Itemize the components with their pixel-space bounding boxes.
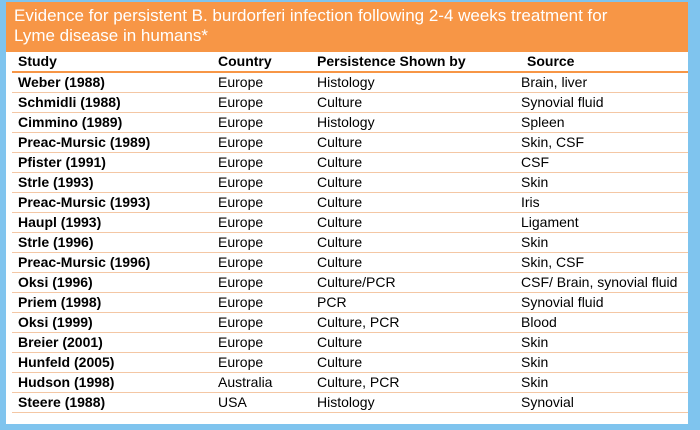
title: Evidence for persistent B. burdorferi in… <box>14 6 608 45</box>
table-cell: Culture <box>311 252 515 273</box>
table-cell: Spleen <box>515 112 688 133</box>
table-cell: Preac-Mursic (1996) <box>12 252 212 273</box>
table-row: Cimmino (1989) Europe Histology Spleen <box>12 112 688 133</box>
table-row: Pfister (1991) Europe Culture CSF <box>12 152 688 173</box>
table-cell: Europe <box>212 192 311 213</box>
table-cell: Cimmino (1989) <box>12 112 212 133</box>
table-row: Schmidli (1988) Europe Culture Synovial flu… <box>12 92 688 113</box>
table-cell: Europe <box>212 272 311 293</box>
table-cell: Skin <box>515 372 688 393</box>
table-cell: Europe <box>212 292 311 313</box>
table-cell: Hudson (1998) <box>12 372 212 393</box>
column-header: Country <box>212 52 311 73</box>
table-cell: Haupl (1993) <box>12 212 212 233</box>
table-cell: Skin, CSF <box>515 132 688 153</box>
table-cell: Skin <box>515 352 688 373</box>
table-cell: Culture <box>311 332 515 353</box>
table-cell: Histology <box>311 112 515 133</box>
table-cell: Culture <box>311 152 515 173</box>
title-bar: Evidence for persistent B. burdorferi in… <box>6 2 688 52</box>
table-row: Strle (1993) Europe Culture Skin <box>12 172 688 193</box>
column-header: Persistence Shown by <box>311 52 515 73</box>
table-cell: Europe <box>212 92 311 113</box>
table-cell: Steere (1988) <box>12 392 212 413</box>
table-cell: Iris <box>515 192 688 213</box>
table-cell: Histology <box>311 72 515 93</box>
table-row: Hudson (1998) Australia Culture, PCR Skin <box>12 372 688 393</box>
table-cell: Hunfeld (2005) <box>12 352 212 373</box>
table-row: Breier (2001) Europe Culture Skin <box>12 332 688 353</box>
table-cell: Weber (1988) <box>12 72 212 93</box>
table-cell: Culture/PCR <box>311 272 515 293</box>
table-cell: Culture, PCR <box>311 312 515 333</box>
table-cell: Europe <box>212 132 311 153</box>
table-row: Preac-Mursic (1993) Europe Culture Iris <box>12 192 688 213</box>
table-row: Hunfeld (2005) Europe Culture Skin <box>12 352 688 373</box>
table-cell: Europe <box>212 352 311 373</box>
table-cell: Preac-Mursic (1993) <box>12 192 212 213</box>
column-header: Source <box>515 52 688 73</box>
table-cell: Europe <box>212 72 311 93</box>
table-cell: Australia <box>212 372 311 393</box>
table-cell: Schmidli (1988) <box>12 92 212 113</box>
table-cell: Strle (1993) <box>12 172 212 193</box>
table-cell: Culture <box>311 232 515 253</box>
table-row: Preac-Mursic (1996) Europe Culture Skin, CS… <box>12 252 688 273</box>
slide-panel: Evidence for persistent B. burdorferi in… <box>6 2 688 424</box>
table-row: Oksi (1999) Europe Culture, PCR Blood <box>12 312 688 333</box>
table-cell: PCR <box>311 292 515 313</box>
table-cell: Oksi (1996) <box>12 272 212 293</box>
column-header: Study <box>12 52 212 73</box>
table-cell: CSF/ Brain, synovial fluid <box>515 272 688 293</box>
table-cell: Europe <box>212 232 311 253</box>
table-cell: Histology <box>311 392 515 413</box>
table-cell: Pfister (1991) <box>12 152 212 173</box>
table-cell: Synovial <box>515 392 688 413</box>
table-cell: Ligament <box>515 212 688 233</box>
table-head: Study Country Persistence Shown by Source <box>12 52 688 73</box>
table-cell: Synovial fluid <box>515 292 688 313</box>
table-cell: Skin <box>515 172 688 193</box>
table-cell: Europe <box>212 152 311 173</box>
table-row: Priem (1998) Europe PCR Synovial fluid <box>12 292 688 313</box>
table-row: Haupl (1993) Europe Culture Ligament <box>12 212 688 233</box>
table-cell: Culture <box>311 132 515 153</box>
table-cell: Brain, liver <box>515 72 688 93</box>
table-cell: Culture, PCR <box>311 372 515 393</box>
table-cell: USA <box>212 392 311 413</box>
table-cell: Blood <box>515 312 688 333</box>
table-row: Strle (1996) Europe Culture Skin <box>12 232 688 253</box>
table-cell: Europe <box>212 212 311 233</box>
table-body: Weber (1988) Europe Histology Brain, liver S… <box>12 72 688 413</box>
table-cell: Culture <box>311 212 515 233</box>
table-cell: Preac-Mursic (1989) <box>12 132 212 153</box>
table-cell: Culture <box>311 92 515 113</box>
table-cell: Culture <box>311 172 515 193</box>
table-cell: Skin <box>515 232 688 253</box>
table-cell: Europe <box>212 112 311 133</box>
table-cell: Strle (1996) <box>12 232 212 253</box>
table-row: Steere (1988) USA Histology Synovial <box>12 392 688 413</box>
table-cell: Priem (1998) <box>12 292 212 313</box>
table-cell: Europe <box>212 332 311 353</box>
evidence-table: Study Country Persistence Shown by Source W… <box>12 52 688 413</box>
table-cell: Europe <box>212 252 311 273</box>
table-cell: CSF <box>515 152 688 173</box>
table-cell: Skin <box>515 332 688 353</box>
table-row: Weber (1988) Europe Histology Brain, liver <box>12 72 688 93</box>
table-cell: Culture <box>311 352 515 373</box>
table-row: Oksi (1996) Europe Culture/PCR CSF/ Brain, … <box>12 272 688 293</box>
table-cell: Synovial fluid <box>515 92 688 113</box>
table-cell: Breier (2001) <box>12 332 212 353</box>
table-cell: Oksi (1999) <box>12 312 212 333</box>
header-row: Study Country Persistence Shown by Source <box>12 52 688 73</box>
table-row: Preac-Mursic (1989) Europe Culture Skin, CS… <box>12 132 688 153</box>
table-cell: Europe <box>212 312 311 333</box>
table-cell: Culture <box>311 192 515 213</box>
table-cell: Skin, CSF <box>515 252 688 273</box>
table-cell: Europe <box>212 172 311 193</box>
